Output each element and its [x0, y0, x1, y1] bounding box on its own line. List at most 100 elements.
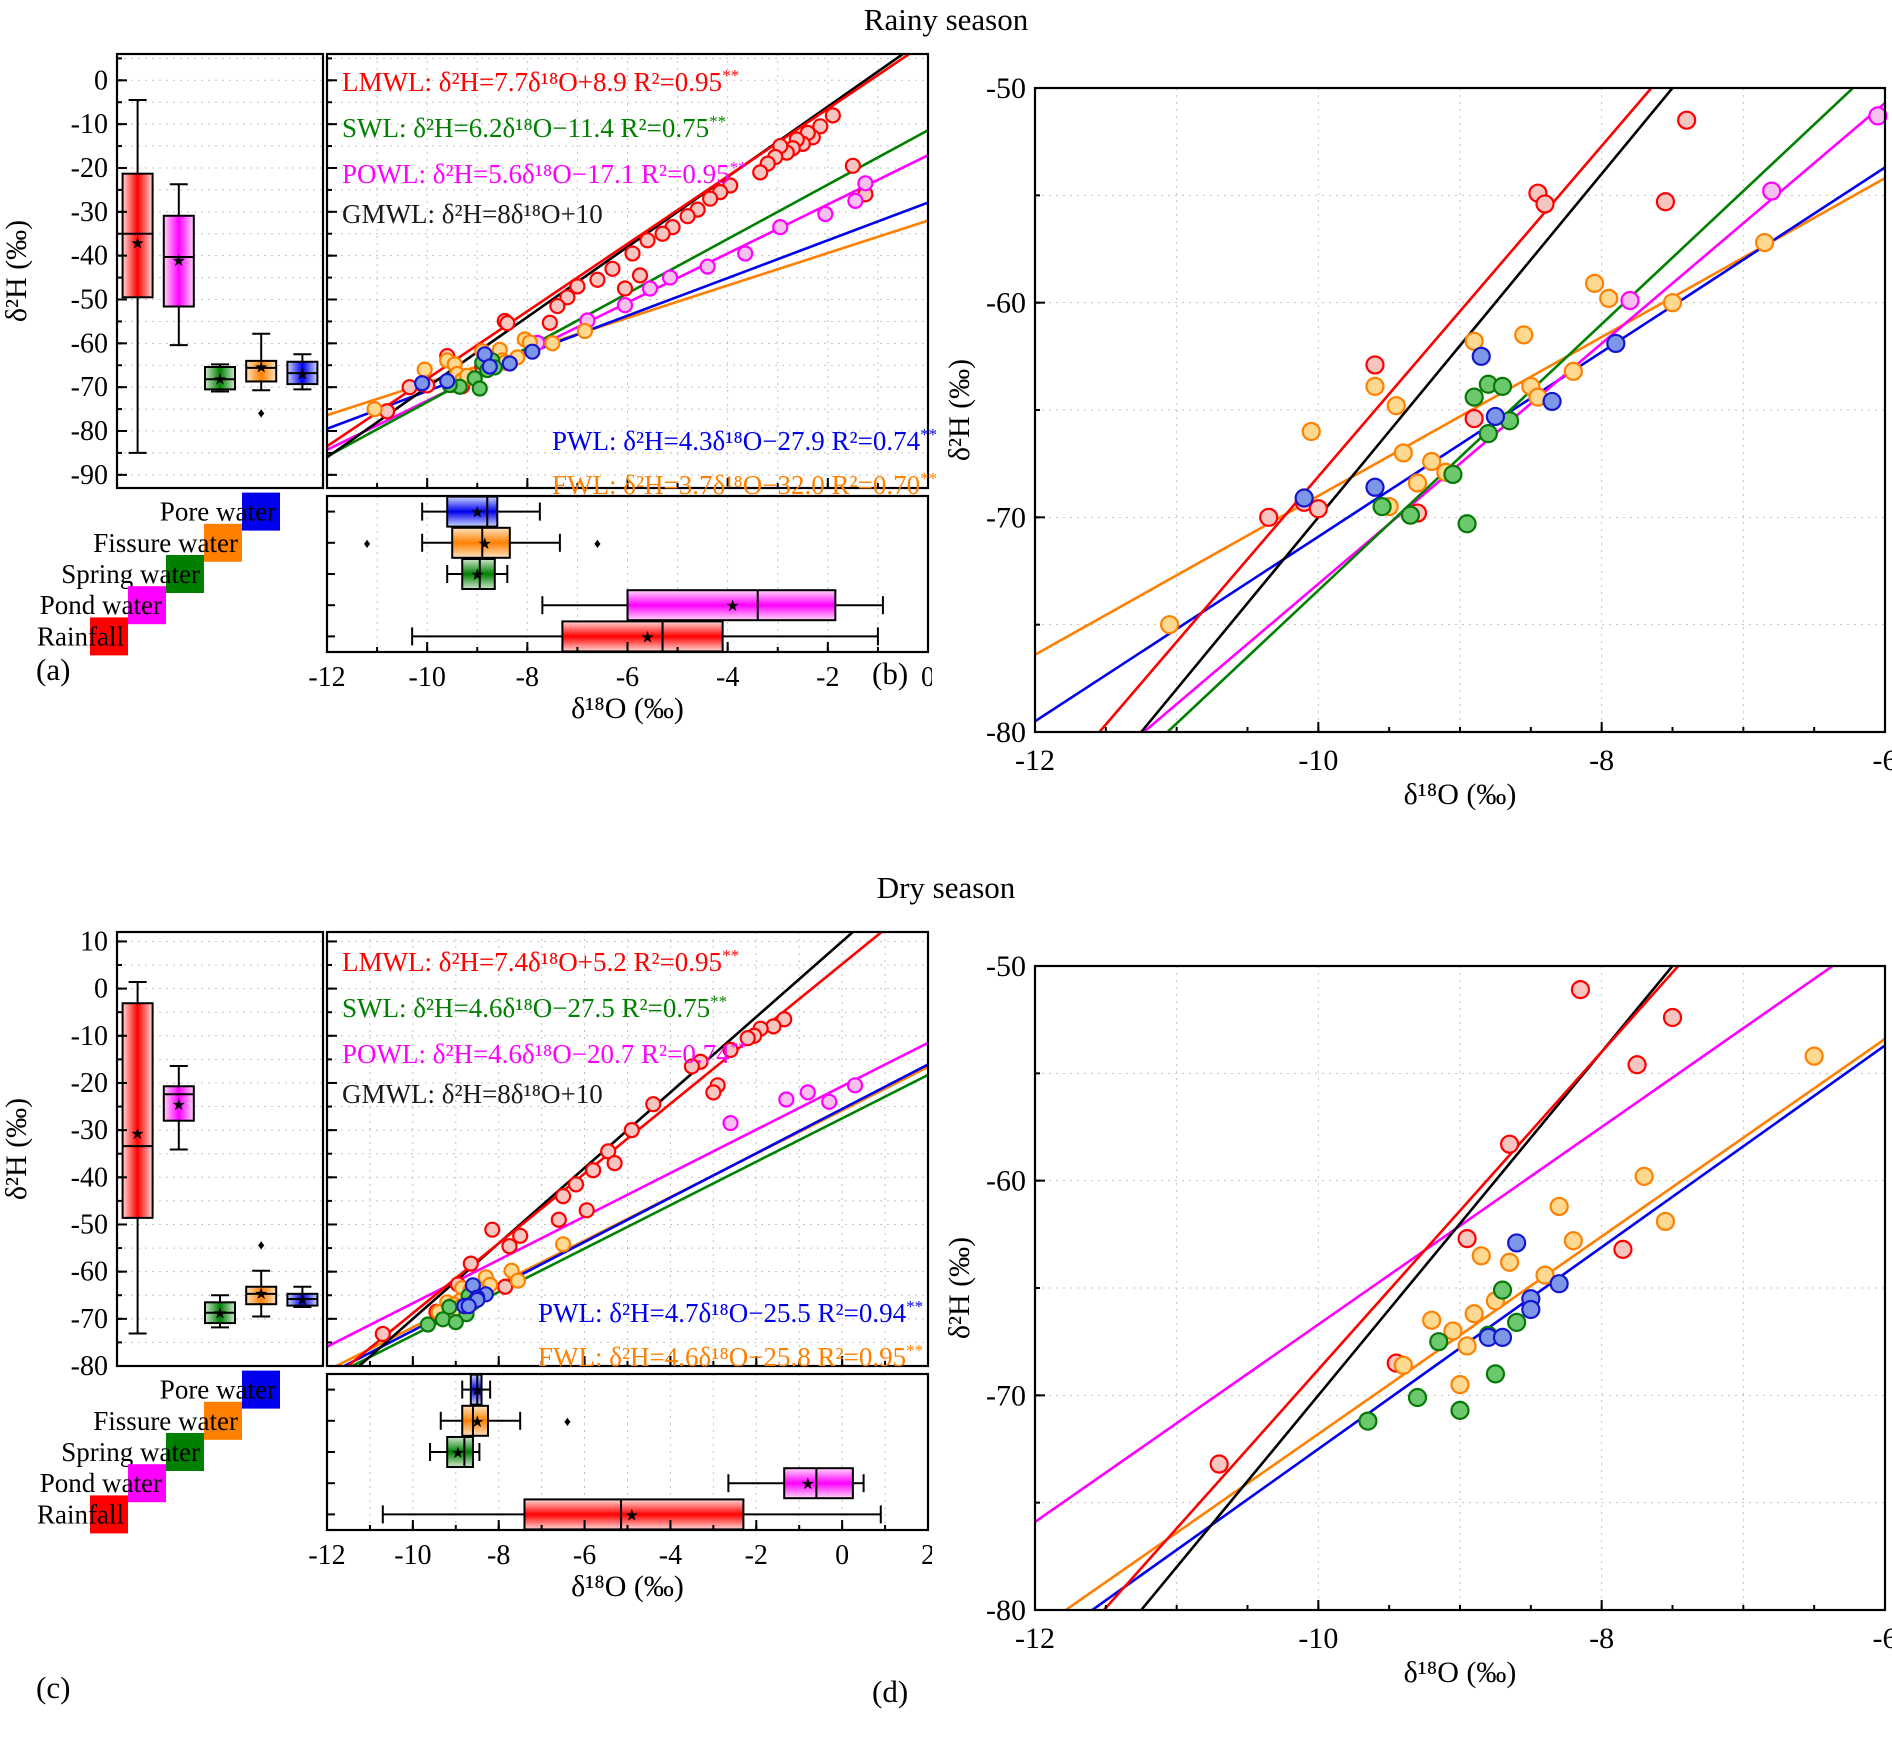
- data-point: [645, 1096, 662, 1113]
- equation-PWL: PWL: δ²H=4.7δ¹⁸O−25.5 R²=0.94**: [538, 1297, 924, 1328]
- data-point: [578, 1202, 595, 1219]
- data-point: [1662, 293, 1683, 313]
- legend-label-fissure: Fissure water: [93, 1406, 238, 1436]
- data-point: [778, 1091, 795, 1108]
- series-fissure: [1159, 232, 1775, 635]
- data-point: [824, 107, 841, 124]
- mean-star: ★: [213, 1306, 227, 1323]
- x-tick-label: -4: [659, 1540, 682, 1571]
- equation-LMWL: LMWL: δ²H=7.7δ¹⁸O+8.9 R²=0.95**: [342, 66, 740, 97]
- data-point: [1464, 331, 1484, 351]
- data-point: [1450, 1375, 1470, 1395]
- rainy-equations-main: LMWL: δ²H=7.7δ¹⁸O+8.9 R²=0.95** SWL: δ²H=…: [342, 56, 747, 234]
- box-fissure: [461, 1404, 489, 1437]
- data-point: [1443, 1321, 1463, 1341]
- equation-GMWL: GMWL: δ²H=8δ¹⁸O+10: [342, 199, 603, 229]
- x-axis-label: δ¹⁸O (‰): [1404, 1656, 1517, 1689]
- panel-b-rainy-zoom-chart: -12 -10 -8 -6 -50 -60 -70 -80 δ¹⁸O (‰) δ²H (‰): [943, 72, 1892, 811]
- data-point: [857, 175, 874, 192]
- equation-FWL: FWL: δ²H=4.6δ¹⁸O−25.8 R²=0.95**: [538, 1341, 924, 1372]
- data-point: [524, 343, 541, 360]
- series-pore: [1294, 333, 1626, 508]
- x-tick-label: 2: [921, 1540, 932, 1571]
- data-point: [1478, 424, 1498, 444]
- x-tick-label: 0: [921, 662, 932, 693]
- y-tick-label: -10: [71, 1021, 108, 1052]
- series-pond: [1620, 106, 1888, 311]
- legend-swatch-rainfall: [90, 1495, 128, 1534]
- dry-equations-main: LMWL: δ²H=7.4δ¹⁸O+5.2 R²=0.95** SWL: δ²H=…: [342, 936, 747, 1114]
- mean-star: ★: [213, 371, 227, 388]
- data-point: [1492, 1280, 1513, 1300]
- y-tick-label: -80: [986, 716, 1026, 749]
- data-point: [1634, 1166, 1654, 1186]
- legend-label-pond: Pond water: [40, 1468, 162, 1498]
- box-pore: [446, 495, 499, 528]
- x-tick-label: -8: [487, 1540, 510, 1571]
- outlier-diamond: ♦: [258, 407, 265, 422]
- equation-POWL: POWL: δ²H=5.6δ¹⁸O−17.1 R²=0.95**: [342, 158, 747, 189]
- x-tick-label: -2: [816, 662, 839, 693]
- data-point: [1259, 507, 1279, 527]
- y-axis-label: δ²H (‰): [0, 220, 33, 322]
- data-point: [1457, 1229, 1477, 1249]
- data-point: [1599, 288, 1619, 308]
- data-point: [1422, 451, 1442, 472]
- data-point: [1563, 361, 1583, 381]
- data-point: [501, 1238, 518, 1255]
- data-point: [1563, 1231, 1583, 1251]
- line-LMWL: [345, 932, 884, 1366]
- data-point: [585, 1162, 602, 1179]
- data-point: [654, 225, 671, 242]
- y-tick-label: -60: [71, 328, 108, 359]
- series-pore: [414, 343, 541, 392]
- data-point: [471, 380, 488, 397]
- data-point: [589, 271, 606, 288]
- x-axis-ticks: [1034, 1600, 1886, 1610]
- data-point: [604, 260, 621, 277]
- y-tick-label: -60: [986, 1165, 1026, 1198]
- data-point: [705, 1084, 722, 1101]
- mean-star: ★: [254, 1286, 268, 1303]
- y-tick-label: -30: [71, 197, 108, 228]
- data-point: [1386, 396, 1406, 416]
- x-axis-label: δ¹⁸O (‰): [571, 1570, 684, 1603]
- x-tick-label: -8: [1589, 1622, 1614, 1655]
- gridlines: [1035, 88, 1885, 732]
- legend-label-pore: Pore water: [160, 1375, 276, 1405]
- data-point: [616, 280, 634, 297]
- data-point: [499, 315, 516, 332]
- mean-star: ★: [726, 598, 740, 615]
- y-tick-label: -20: [71, 153, 108, 184]
- x-tick-label: -12: [1015, 744, 1055, 777]
- y-tick-label: -60: [986, 287, 1026, 320]
- x-tick-label: -6: [616, 662, 639, 693]
- box-rainfall: [121, 1002, 154, 1219]
- x-tick-label: -12: [308, 1540, 345, 1571]
- data-point: [1443, 464, 1463, 484]
- data-point: [447, 1314, 464, 1331]
- mean-star: ★: [470, 505, 484, 522]
- gridlines: [1035, 966, 1885, 1610]
- y-tick-label: -30: [71, 1115, 108, 1146]
- data-point: [550, 1211, 567, 1228]
- data-point: [1535, 1265, 1555, 1285]
- data-point: [1507, 1233, 1527, 1253]
- y-axis-ticks: [1035, 965, 1045, 1611]
- legend-label-pore: Pore water: [160, 497, 276, 527]
- data-point: [1407, 1387, 1428, 1408]
- data-point: [366, 400, 383, 418]
- data-point: [1620, 290, 1640, 311]
- data-point: [481, 358, 498, 375]
- data-point: [544, 335, 561, 352]
- data-point: [737, 245, 754, 262]
- outlier-diamond: ♦: [363, 537, 370, 552]
- line-LMWL: [1097, 88, 1654, 732]
- y-axis-ticks: [117, 57, 127, 476]
- data-point: [1549, 1196, 1569, 1217]
- data-point: [847, 192, 864, 209]
- data-point: [639, 232, 656, 249]
- data-point: [821, 1093, 838, 1110]
- x-tick-label: -10: [409, 662, 446, 693]
- data-point: [1358, 1411, 1378, 1431]
